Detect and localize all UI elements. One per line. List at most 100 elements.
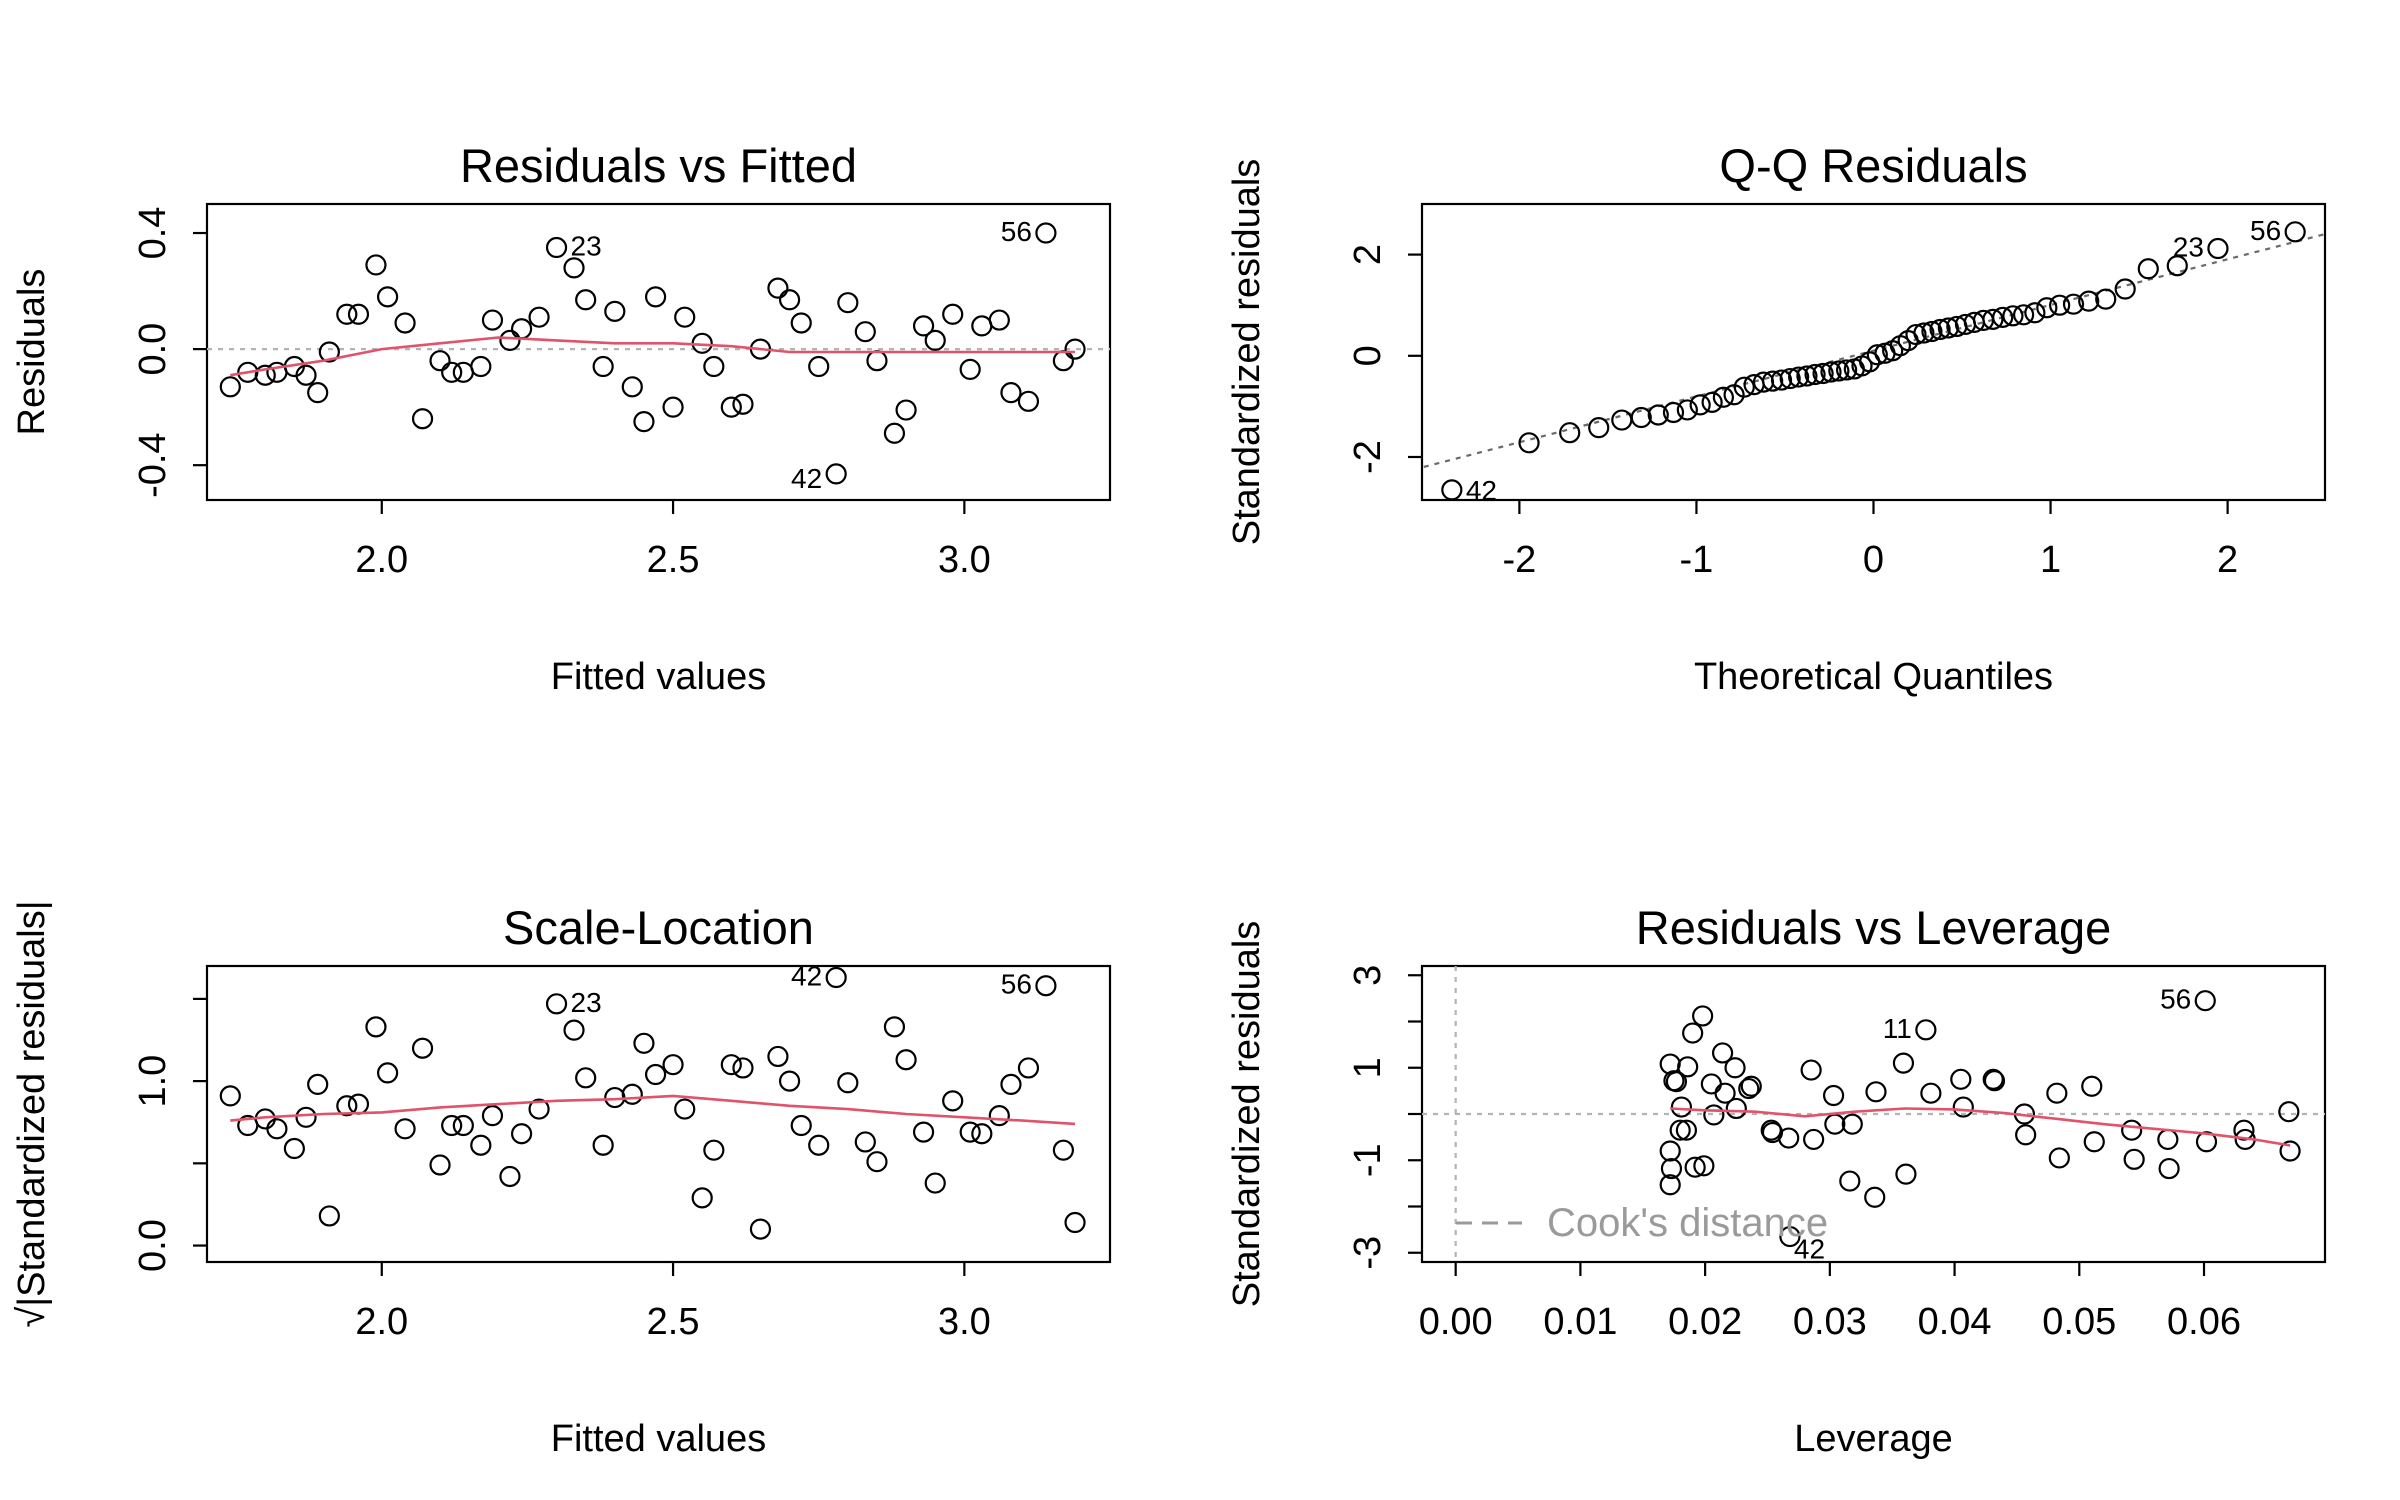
- data-point: [674, 306, 696, 328]
- y-tick-label: -3: [1347, 1236, 1389, 1270]
- x-axis-label: Fitted values: [551, 1418, 766, 1460]
- data-point: [528, 1098, 550, 1120]
- data-point: [942, 303, 964, 325]
- data-point: [778, 1070, 801, 1092]
- y-tick-label: 3: [1347, 965, 1389, 986]
- data-point: [1660, 1157, 1683, 1180]
- data-point: [2062, 293, 2085, 315]
- x-tick-label: 0.04: [1918, 1301, 1992, 1343]
- x-tick-label: 0.01: [1543, 1301, 1617, 1343]
- y-tick-label: -2: [1347, 440, 1389, 474]
- data-point: [1714, 1082, 1736, 1104]
- data-point: [703, 355, 725, 378]
- y-tick-label: 0.0: [132, 323, 174, 376]
- data-point: [1064, 1211, 1086, 1234]
- data-point: [318, 341, 340, 363]
- data-point: [1796, 365, 1818, 387]
- point-label: 56: [2160, 984, 2191, 1015]
- x-tick-label: 0: [1863, 539, 1884, 581]
- data-point: [1929, 318, 1951, 341]
- y-axis-label: Residuals: [11, 269, 53, 436]
- data-point: [959, 1121, 981, 1143]
- data-point: [219, 1085, 241, 1107]
- data-point: [1677, 1056, 1699, 1078]
- y-axis-label: √|Standardized residuals|: [11, 900, 53, 1327]
- data-point: [441, 361, 463, 383]
- data-point: [452, 361, 474, 383]
- data-point: [510, 318, 533, 340]
- data-point: [1017, 1057, 1040, 1079]
- data-point: [1064, 338, 1086, 360]
- chart-title: Q-Q Residuals: [1719, 139, 2027, 192]
- data-point: [691, 1187, 713, 1209]
- data-point: [1770, 369, 1793, 391]
- data-point: [1684, 1156, 1706, 1178]
- data-point: [662, 1054, 684, 1076]
- data-point: [365, 254, 387, 276]
- data-point: [318, 1205, 340, 1227]
- data-point: [2194, 990, 2216, 1012]
- data-point: [254, 364, 276, 386]
- data-point: [377, 1062, 399, 1084]
- data-point: [563, 1019, 585, 1041]
- data-point: [988, 1105, 1010, 1127]
- chart-title: Scale-Location: [503, 901, 814, 954]
- x-tick-label: 3.0: [938, 1301, 991, 1343]
- data-point: [1779, 1225, 1801, 1248]
- data-point: [470, 355, 492, 378]
- data-point: [1662, 401, 1685, 424]
- data-point: [895, 399, 917, 421]
- data-point: [1740, 1075, 1762, 1097]
- data-point: [790, 1114, 812, 1137]
- data-point: [481, 1105, 504, 1127]
- y-tick-label: 0.4: [132, 207, 174, 260]
- x-tick-label: 2.5: [647, 1301, 700, 1343]
- data-point: [266, 1118, 288, 1140]
- x-tick-label: 2.5: [647, 539, 700, 581]
- data-point: [866, 1151, 888, 1173]
- data-point: [2284, 221, 2306, 243]
- data-point: [2121, 1119, 2143, 1141]
- data-point: [1920, 1082, 1942, 1104]
- data-point: [720, 396, 742, 418]
- point-label: 23: [571, 231, 602, 262]
- y-tick-label: 2: [1347, 244, 1389, 265]
- data-point: [1052, 1139, 1074, 1161]
- data-point: [2013, 304, 2035, 326]
- data-point: [2078, 290, 2100, 312]
- data-point: [988, 309, 1010, 331]
- plot-frame: [205, 964, 1112, 1264]
- data-point: [971, 1123, 993, 1145]
- data-point: [1952, 1096, 1974, 1118]
- data-point: [499, 329, 521, 351]
- data-point: [808, 1134, 830, 1156]
- data-point: [528, 306, 550, 328]
- data-point: [1839, 1170, 1861, 1192]
- data-point: [825, 966, 847, 989]
- data-point: [1950, 1068, 1972, 1090]
- data-point: [510, 1123, 533, 1145]
- data-point: [307, 382, 329, 404]
- data-point: [2278, 1101, 2300, 1123]
- data-point: [621, 1083, 643, 1105]
- data-point: [470, 1134, 492, 1156]
- data-point: [2081, 1075, 2103, 1097]
- point-label: 56: [1001, 969, 1032, 1000]
- data-point: [1052, 350, 1074, 372]
- data-point: [499, 1165, 521, 1188]
- data-point: [2083, 1131, 2105, 1153]
- data-point: [767, 277, 789, 299]
- data-point: [2002, 305, 2024, 327]
- data-point: [1803, 1128, 1825, 1151]
- data-point: [1689, 394, 1711, 416]
- data-point: [1017, 390, 1040, 412]
- data-point: [2024, 302, 2046, 324]
- data-point: [1866, 344, 1888, 366]
- data-point: [1804, 363, 1826, 386]
- y-tick-label: -0.4: [132, 432, 174, 497]
- x-tick-label: 0.02: [1668, 1301, 1742, 1343]
- data-point: [592, 355, 614, 378]
- data-point: [720, 1054, 742, 1076]
- smoother-line: [230, 336, 1075, 377]
- data-point: [1701, 391, 1723, 413]
